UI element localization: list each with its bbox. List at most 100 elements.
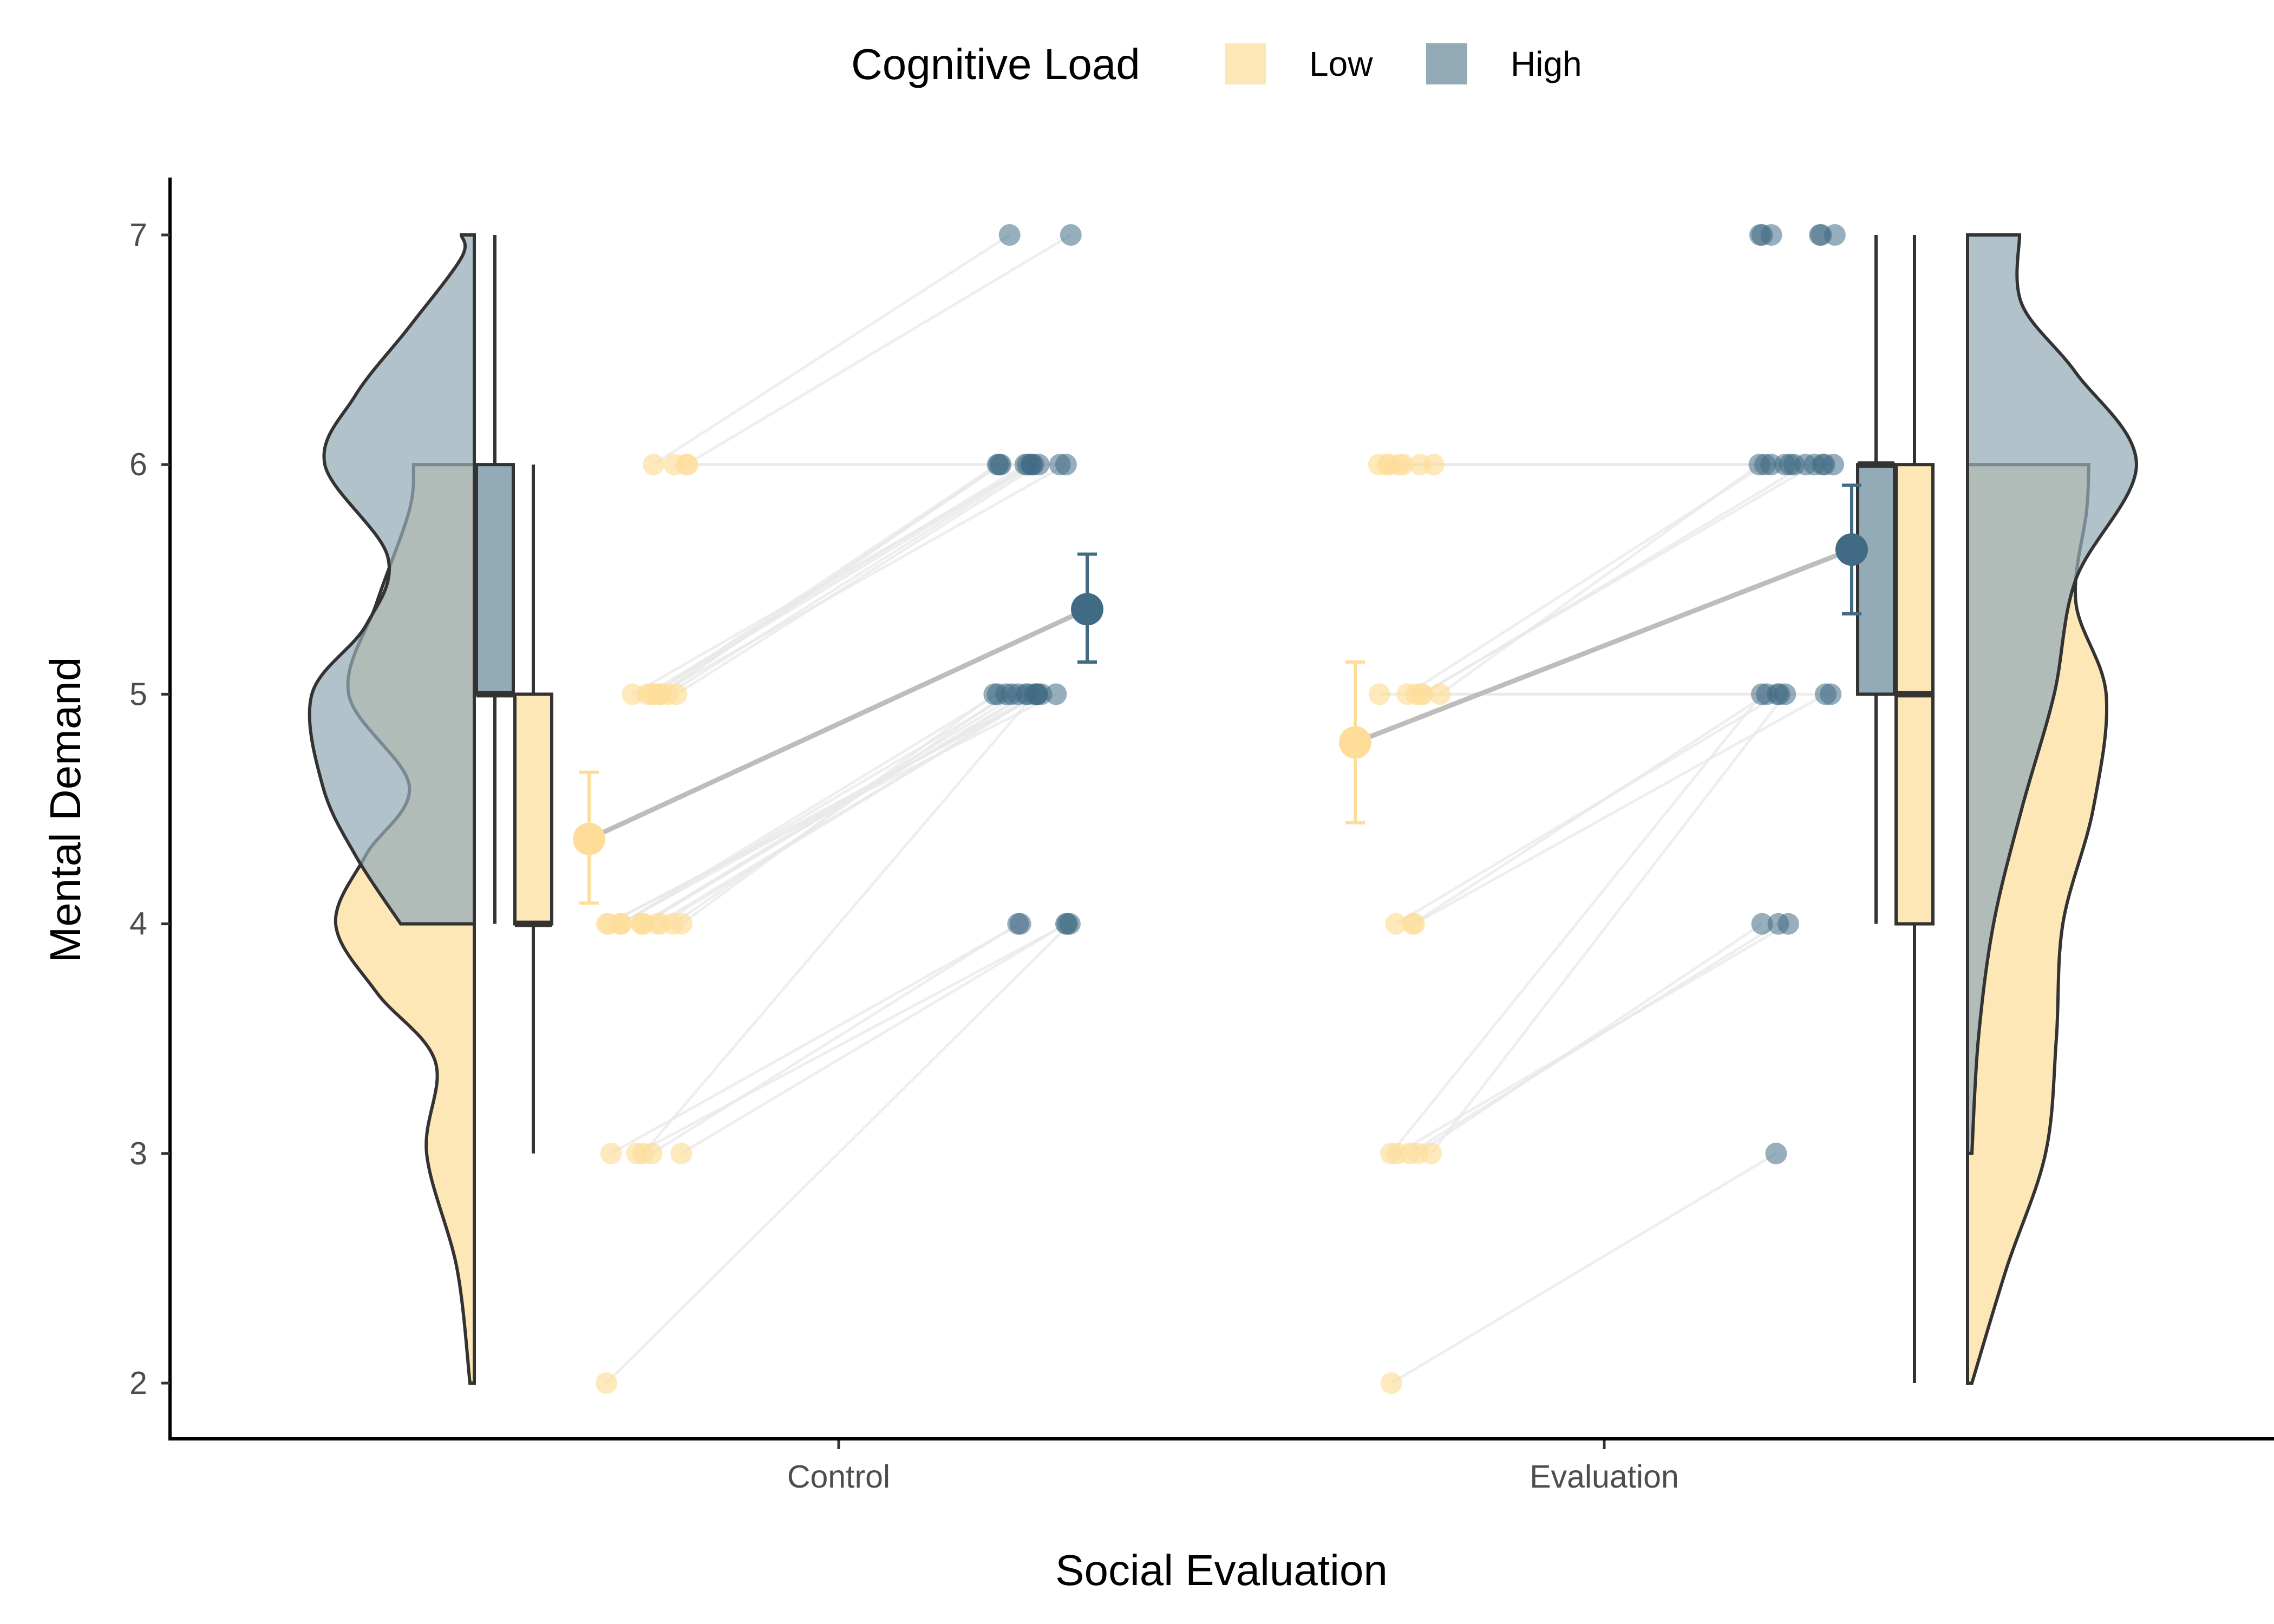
density-cloud-high-evaluation xyxy=(1966,233,2139,1155)
subject-line-control xyxy=(605,922,1071,1384)
mean-point-low-control xyxy=(573,822,605,855)
y-tick-label-7: 7 xyxy=(129,217,147,253)
subject-line-control xyxy=(641,693,1029,925)
data-point-low-evaluation xyxy=(1429,683,1451,705)
data-point-low-control xyxy=(596,1372,617,1394)
mean-point-low-evaluation xyxy=(1339,726,1371,759)
y-tick-label-5: 5 xyxy=(129,676,147,712)
data-point-high-evaluation xyxy=(1774,454,1796,476)
data-point-high-evaluation xyxy=(1824,224,1846,246)
ticks: 2 3 4 5 6 7 Control Evaluation xyxy=(129,217,1679,1495)
legend: Cognitive Load Low High xyxy=(851,40,1582,88)
data-point-low-evaluation xyxy=(1396,683,1419,705)
subject-line-control xyxy=(651,922,1019,1155)
mean-point-high-control xyxy=(1071,593,1103,626)
subject-line-control xyxy=(660,693,1038,925)
subject-line-control xyxy=(652,233,1011,466)
axes xyxy=(168,178,2274,1440)
density-cloud-high-control xyxy=(308,233,476,926)
y-tick-label-6: 6 xyxy=(129,447,147,482)
y-tick-label-4: 4 xyxy=(129,906,147,942)
box-high-control xyxy=(475,463,515,696)
data-point-low-control xyxy=(670,1142,692,1164)
data-point-low-evaluation xyxy=(1420,1142,1442,1164)
data-point-high-control xyxy=(1017,454,1039,476)
legend-label-high: High xyxy=(1511,44,1582,83)
data-point-low-control xyxy=(636,683,658,705)
mean-point-high-evaluation xyxy=(1835,533,1868,566)
subject-line-control xyxy=(660,463,1002,696)
subject-line-control xyxy=(642,693,1036,1155)
data-point-low-evaluation xyxy=(1402,913,1424,935)
data-point-low-evaluation xyxy=(1422,454,1445,476)
box-high-evaluation xyxy=(1856,463,1896,696)
subject-line-control xyxy=(667,463,1035,696)
data-point-high-control xyxy=(990,454,1012,476)
data-point-low-control xyxy=(610,913,632,935)
subject-line-control xyxy=(658,463,1067,696)
data-point-low-evaluation xyxy=(1380,1372,1402,1394)
data-point-high-evaluation xyxy=(1813,454,1835,476)
data-point-high-evaluation xyxy=(1767,913,1789,935)
data-point-high-control xyxy=(998,224,1021,246)
data-point-low-control xyxy=(631,913,653,935)
data-point-low-evaluation xyxy=(1412,683,1434,705)
data-point-high-evaluation xyxy=(1751,913,1773,935)
raw-points xyxy=(596,224,1846,1394)
boxplots xyxy=(475,235,1935,1383)
subject-line-control xyxy=(676,463,1040,696)
y-tick-label-2: 2 xyxy=(129,1365,147,1401)
subject-line-control xyxy=(610,922,1021,1155)
x-tick-label-control: Control xyxy=(787,1459,890,1495)
subject-line-control xyxy=(646,463,1027,696)
legend-key-low xyxy=(1225,43,1266,84)
data-point-low-evaluation xyxy=(1385,913,1407,935)
density-clouds xyxy=(308,233,2139,1385)
data-point-high-control xyxy=(1007,913,1029,935)
data-point-low-control xyxy=(671,913,692,935)
subject-line-control xyxy=(636,922,1068,1155)
y-tick-label-3: 3 xyxy=(129,1136,147,1171)
data-point-high-control xyxy=(1017,683,1039,705)
subject-line-evaluation xyxy=(1422,463,1807,696)
data-point-high-control xyxy=(1060,224,1082,246)
data-point-high-control xyxy=(1056,913,1079,935)
data-point-high-evaluation xyxy=(1766,683,1788,705)
subject-line-evaluation xyxy=(1413,693,1827,925)
subject-line-control xyxy=(685,233,1072,466)
data-point-low-evaluation xyxy=(1378,454,1400,476)
subject-line-evaluation xyxy=(1439,463,1760,696)
data-point-low-control xyxy=(675,454,697,476)
data-point-high-control xyxy=(1049,454,1071,476)
subject-lines xyxy=(605,233,1834,1385)
x-axis-title: Social Evaluation xyxy=(1055,1546,1388,1594)
data-point-high-evaluation xyxy=(1820,683,1842,705)
x-tick-label-evaluation: Evaluation xyxy=(1530,1459,1679,1495)
subject-line-evaluation xyxy=(1409,922,1779,1155)
mean-line-control xyxy=(588,607,1088,841)
data-point-high-control xyxy=(1045,683,1067,705)
data-point-low-control xyxy=(643,454,664,476)
y-axis-title: Mental Demand xyxy=(41,657,89,963)
data-point-high-evaluation xyxy=(1749,224,1771,246)
subject-line-evaluation xyxy=(1417,922,1763,1155)
subject-line-evaluation xyxy=(1430,693,1787,1155)
data-point-low-control xyxy=(665,683,688,705)
subject-line-evaluation xyxy=(1390,1152,1777,1385)
subject-line-control xyxy=(681,693,995,925)
data-point-low-control xyxy=(632,1142,654,1164)
subject-line-control xyxy=(620,693,1012,925)
mean-line-evaluation xyxy=(1354,547,1853,745)
subject-line-evaluation xyxy=(1412,693,1768,925)
legend-label-low: Low xyxy=(1309,44,1373,83)
box-low-control xyxy=(513,692,553,926)
legend-key-high xyxy=(1426,43,1467,84)
data-point-high-control xyxy=(983,683,1005,705)
data-point-low-evaluation xyxy=(1380,1142,1402,1164)
data-point-high-evaluation xyxy=(1765,1142,1787,1164)
subject-line-evaluation xyxy=(1389,693,1763,1155)
mean-points xyxy=(573,483,1868,905)
data-point-low-evaluation xyxy=(1368,683,1390,705)
data-point-low-control xyxy=(600,1142,622,1164)
